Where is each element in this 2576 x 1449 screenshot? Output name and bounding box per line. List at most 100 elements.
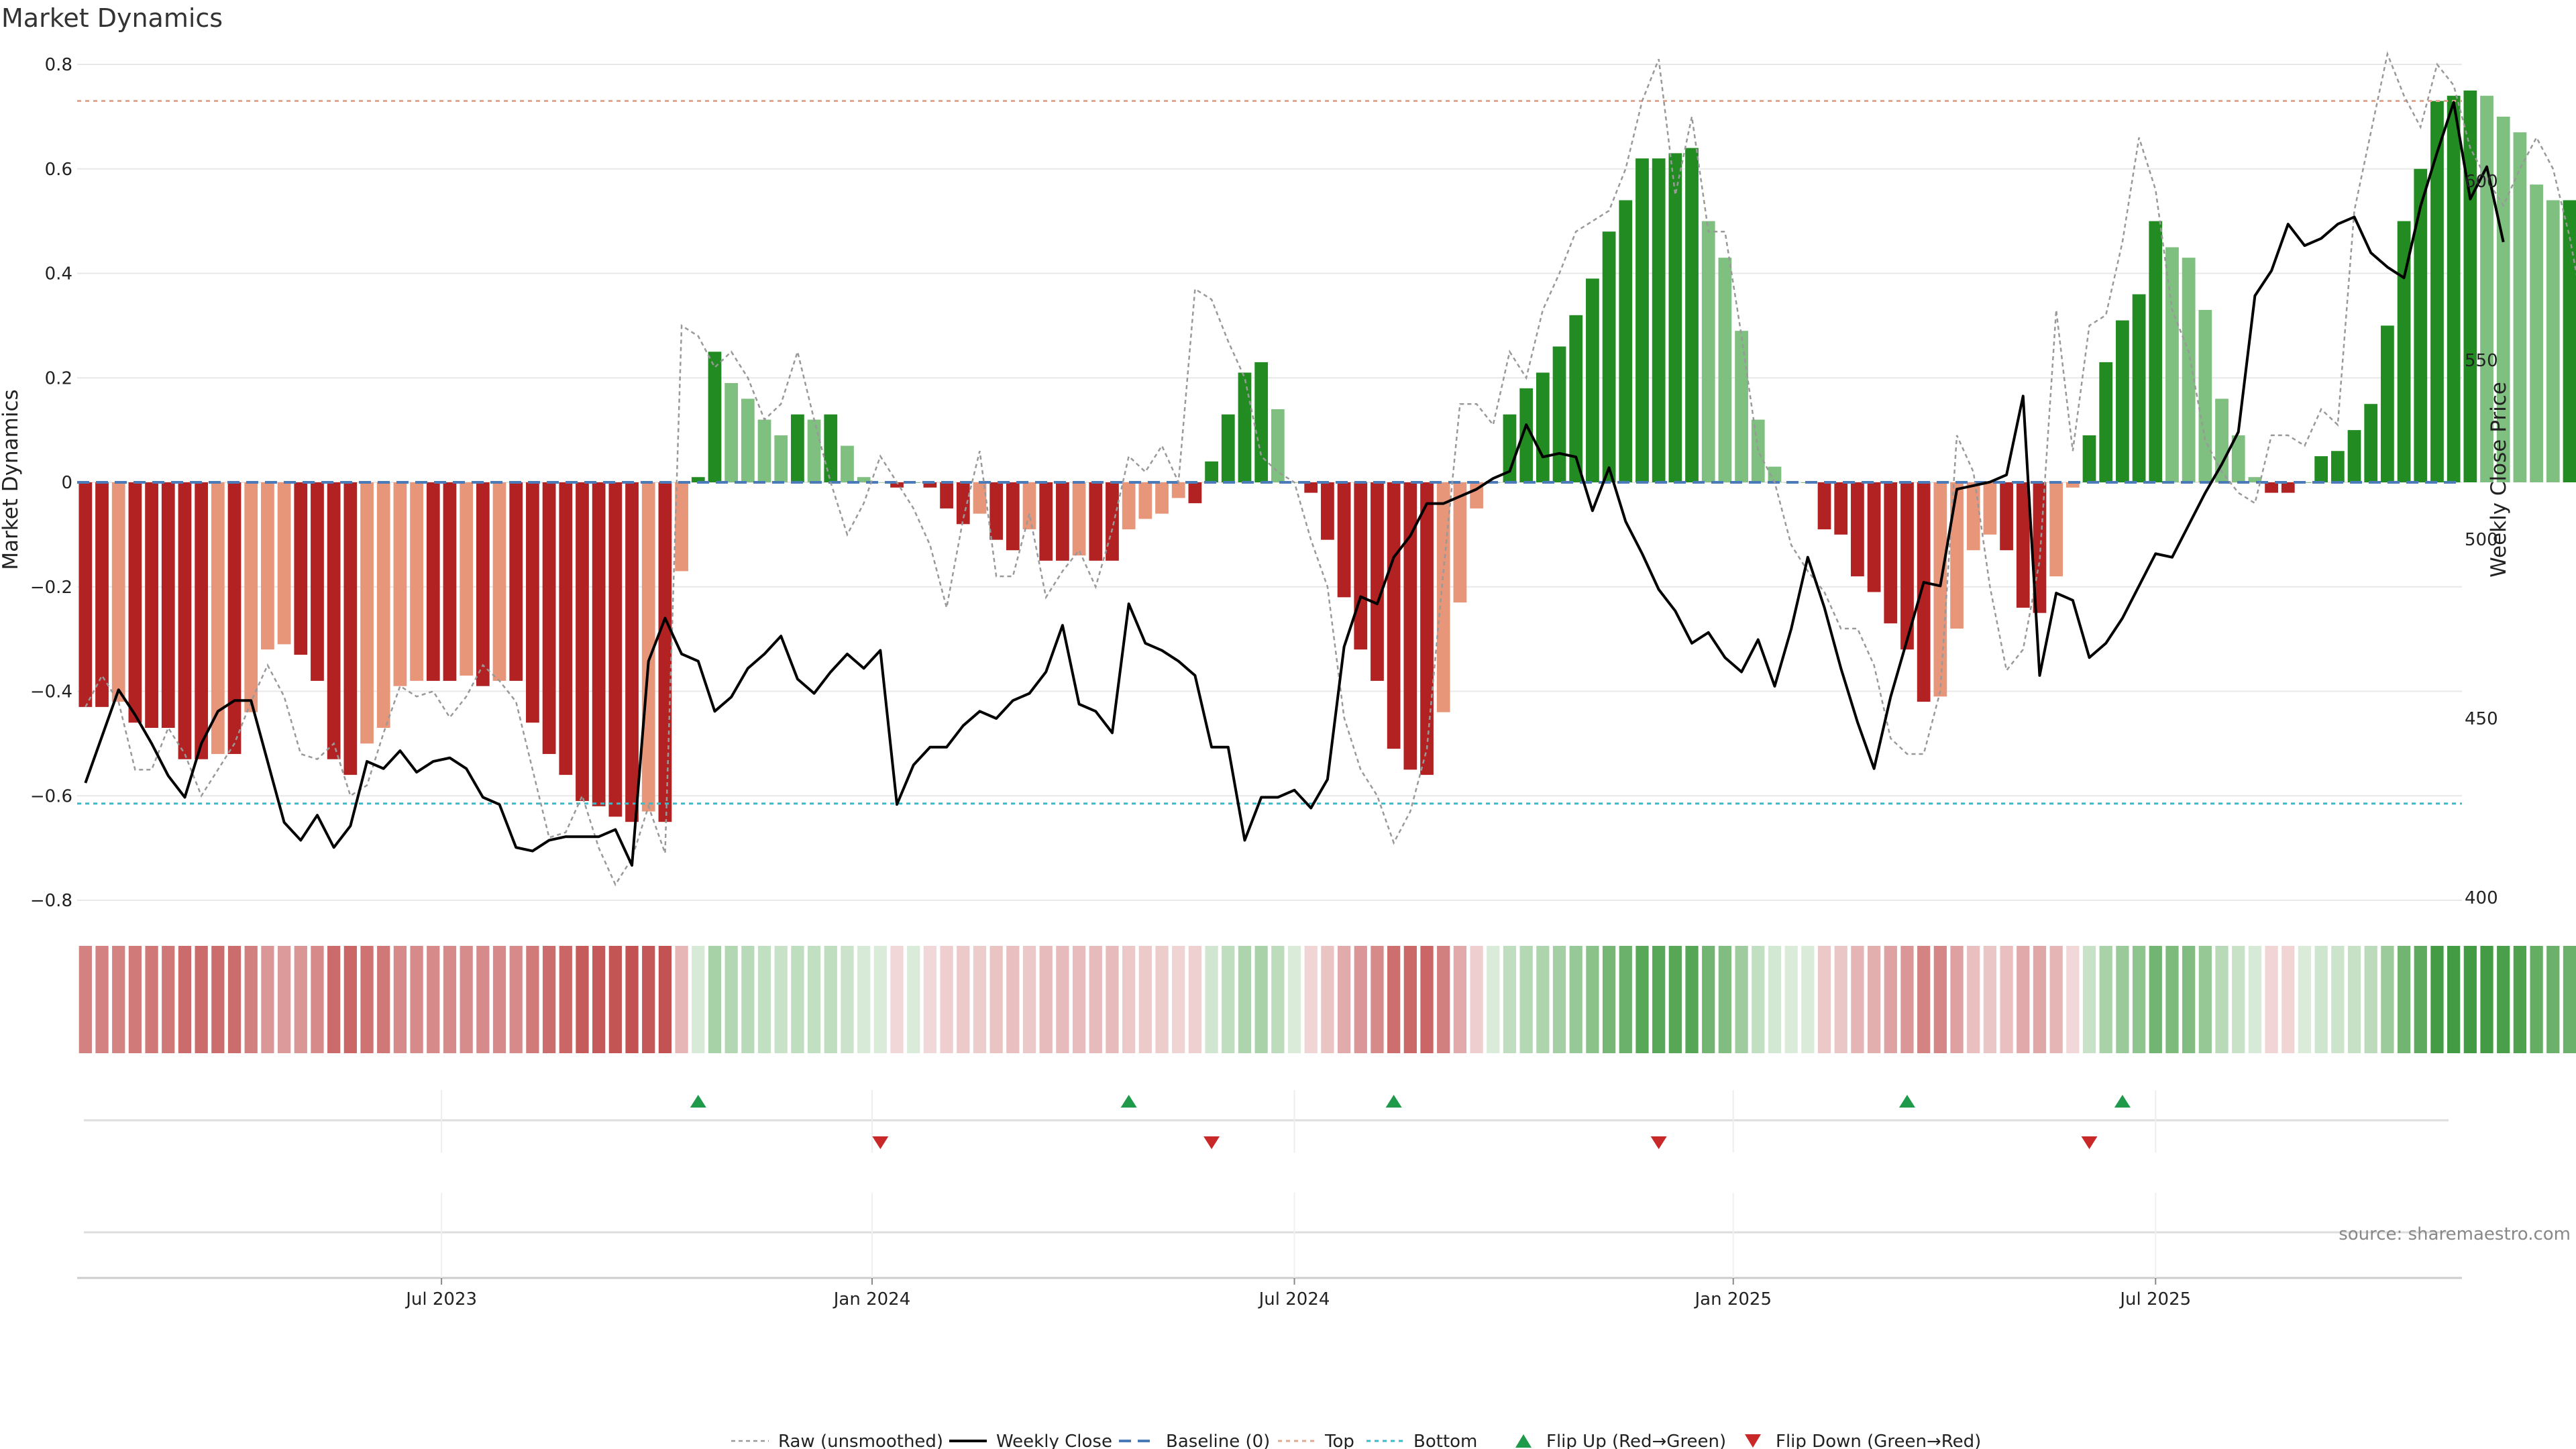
- regime-cell: [2530, 946, 2543, 1053]
- regime-cell: [1950, 946, 1964, 1053]
- bar: [1652, 158, 1666, 483]
- bar: [2049, 482, 2063, 577]
- legend-label: Flip Down (Green→Red): [1776, 1432, 1981, 1449]
- regime-cell: [1884, 946, 1897, 1053]
- flip-up-marker: [1898, 1095, 1915, 1108]
- regime-cell: [692, 946, 705, 1053]
- bar: [2248, 477, 2262, 482]
- regime-cell: [1039, 946, 1053, 1053]
- regime-cell: [526, 946, 539, 1053]
- bar: [376, 482, 390, 729]
- bar: [2314, 456, 2328, 482]
- regime-cell: [576, 946, 589, 1053]
- regime-cell: [857, 946, 871, 1053]
- regime-cell: [741, 946, 755, 1053]
- bar: [95, 482, 109, 707]
- bar: [1453, 482, 1467, 603]
- regime-cell: [1718, 946, 1732, 1053]
- regime-cell: [1122, 946, 1136, 1053]
- regime-cell: [327, 946, 341, 1053]
- flip-up-marker: [1120, 1095, 1137, 1108]
- regime-cell: [2149, 946, 2162, 1053]
- regime-cell: [2116, 946, 2129, 1053]
- chart-title: Market Dynamics: [1, 3, 223, 33]
- bar: [1436, 482, 1450, 712]
- flip-markers-panel: [84, 1090, 2449, 1152]
- regime-cell: [2513, 946, 2527, 1053]
- regime-cell: [1072, 946, 1086, 1053]
- regime-cell: [128, 946, 142, 1053]
- bar: [1602, 231, 1616, 482]
- x-axis: Jul 2023 Jan 2024 Jul 2024 Jan 2025 Jul 2025: [77, 1193, 2462, 1309]
- regime-cell: [178, 946, 192, 1053]
- bar: [78, 482, 93, 707]
- regime-cell: [608, 946, 622, 1053]
- regime-cell: [509, 946, 523, 1053]
- regime-cell: [841, 946, 854, 1053]
- bar: [2430, 101, 2444, 482]
- bar: [294, 482, 308, 655]
- left-axis-ticks: 0.8 0.6 0.4 0.2 0 −0.2 −0.4 −0.6 −0.8: [30, 55, 72, 911]
- bar: [675, 482, 688, 572]
- regime-cell: [542, 946, 556, 1053]
- regime-cell: [2414, 946, 2427, 1053]
- bar: [2281, 482, 2295, 493]
- regime-cell: [824, 946, 837, 1053]
- regime-cell: [145, 946, 158, 1053]
- bar: [1254, 362, 1269, 482]
- bar: [1685, 148, 1699, 482]
- regime-cell: [1652, 946, 1666, 1053]
- regime-cell: [2132, 946, 2146, 1053]
- regime-cell: [1784, 946, 1798, 1053]
- regime-cell: [393, 946, 407, 1053]
- regime-cell: [1238, 946, 1252, 1053]
- x-tick-label: Jul 2023: [405, 1289, 477, 1309]
- regime-cell: [1138, 946, 1152, 1053]
- bar: [841, 445, 854, 482]
- regime-cell: [2198, 946, 2212, 1053]
- bar: [2530, 184, 2543, 482]
- regime-cell: [1022, 946, 1036, 1053]
- bar: [741, 398, 755, 482]
- flip-down-marker: [1203, 1136, 1220, 1149]
- regime-cell: [890, 946, 904, 1053]
- regime-cell: [492, 946, 506, 1053]
- right-axis-label: Weekly Close Price: [2487, 382, 2511, 578]
- bar: [559, 482, 573, 775]
- bar: [1155, 482, 1169, 514]
- regime-cell: [2463, 946, 2477, 1053]
- bar: [2496, 116, 2510, 482]
- regime-cell: [476, 946, 490, 1053]
- bar: [824, 414, 838, 482]
- regime-cell: [625, 946, 639, 1053]
- regime-cell: [2099, 946, 2112, 1053]
- regime-cell: [1321, 946, 1334, 1053]
- bar: [791, 414, 804, 482]
- legend-item: Flip Down (Green→Red): [1745, 1432, 1981, 1449]
- regime-cell: [360, 946, 374, 1053]
- bar: [2447, 95, 2461, 483]
- bar: [1519, 388, 1534, 482]
- bar: [1106, 482, 1119, 561]
- bar: [2546, 200, 2560, 482]
- flip-down-marker: [2081, 1136, 2098, 1149]
- bar: [1718, 258, 1732, 482]
- bar: [343, 482, 358, 775]
- regime-cell: [1106, 946, 1119, 1053]
- left-axis-label: Market Dynamics: [0, 389, 23, 570]
- regime-cell: [1619, 946, 1632, 1053]
- regime-cell: [1371, 946, 1384, 1053]
- regime-cell: [708, 946, 722, 1053]
- bar: [2198, 310, 2212, 482]
- right-tick-label: 450: [2465, 709, 2498, 729]
- bar: [1933, 482, 1947, 697]
- regime-cell: [592, 946, 606, 1053]
- bar: [1867, 482, 1881, 592]
- bar: [509, 482, 523, 681]
- flip-up-marker: [1385, 1095, 1402, 1108]
- raw-series-line: [85, 51, 2576, 887]
- regime-cell: [78, 946, 92, 1053]
- right-tick-label: 500: [2465, 530, 2498, 550]
- bar: [890, 482, 904, 488]
- regime-cell: [1271, 946, 1285, 1053]
